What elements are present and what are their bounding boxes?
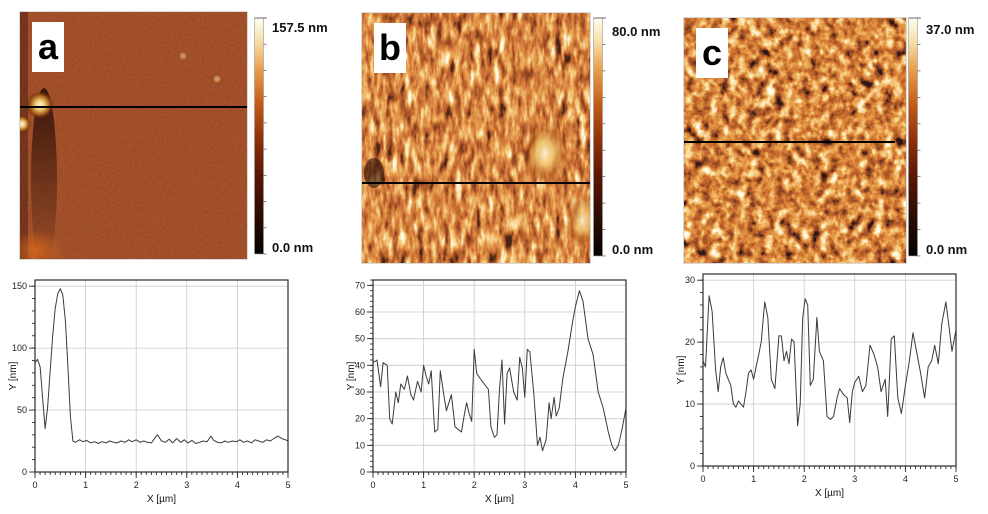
scan-line-a: [20, 105, 247, 108]
x-axis-label: X [µm]: [485, 494, 514, 505]
svg-text:0: 0: [32, 480, 37, 490]
colorbar-scale-b: [593, 17, 606, 257]
svg-text:0: 0: [360, 467, 365, 477]
colorbar-min-label-c: 0.0 nm: [926, 242, 968, 257]
svg-text:40: 40: [355, 360, 365, 370]
height-profile-plot-b: 0 1 2 3 4 5 0 10 20 30 40 50 60 70 X [µm] Y [nm]: [346, 272, 638, 512]
afm-topography-b: [362, 13, 590, 263]
svg-text:0: 0: [22, 467, 27, 477]
profile-series: [34, 288, 289, 444]
gridlines: [373, 280, 626, 472]
profile-chart: 0 1 2 3 4 5 0 10 20 30 X [µm] Y [nm]: [676, 273, 959, 499]
afm-image-c: c: [684, 18, 906, 263]
svg-text:1: 1: [751, 474, 756, 484]
svg-text:2: 2: [472, 480, 477, 490]
svg-text:4: 4: [903, 474, 908, 484]
afm-image-b: b: [362, 13, 590, 263]
svg-text:150: 150: [12, 281, 27, 291]
svg-text:30: 30: [355, 387, 365, 397]
profile-series: [702, 295, 957, 427]
colorbar-min-label-b: 0.0 nm: [612, 242, 654, 257]
axis-ticks: [367, 279, 627, 478]
svg-text:5: 5: [953, 474, 958, 484]
colorbar-scale-c: [908, 17, 921, 257]
colorbar-max-label-a: 157.5 nm: [272, 20, 328, 35]
afm-image-a: a: [20, 12, 247, 259]
svg-text:0: 0: [690, 461, 695, 471]
colorbar-max-label-b: 80.0 nm: [612, 24, 661, 39]
colorbar-b: [593, 16, 607, 258]
colorbar-min-label-a: 0.0 nm: [272, 240, 314, 255]
svg-text:0: 0: [370, 480, 375, 490]
svg-text:20: 20: [685, 337, 695, 347]
y-axis-label: Y [nm]: [676, 355, 687, 384]
svg-text:50: 50: [355, 334, 365, 344]
y-axis-label: Y [nm]: [8, 361, 19, 390]
panel-letter-c: c: [701, 32, 723, 73]
panel-letter-b: b: [379, 27, 401, 68]
x-axis-label: X [µm]: [815, 488, 844, 499]
svg-text:20: 20: [355, 414, 365, 424]
svg-text:2: 2: [134, 480, 139, 490]
svg-text:1: 1: [83, 480, 88, 490]
gridlines: [703, 274, 956, 466]
tick-labels: 0 1 2 3 4 5 0 10 20 30: [685, 275, 959, 484]
panel-letter-a: a: [37, 26, 59, 67]
svg-text:4: 4: [573, 480, 578, 490]
height-profile-plot-a: 0 1 2 3 4 5 0 50 100 150 X [µm] Y [nm]: [8, 272, 300, 512]
svg-text:3: 3: [522, 480, 527, 490]
scan-line-b: [362, 181, 590, 184]
panel-label-a: a: [32, 22, 64, 72]
svg-text:70: 70: [355, 280, 365, 290]
plot-frame: [372, 279, 627, 473]
plot-frame: [702, 273, 957, 467]
svg-text:3: 3: [852, 474, 857, 484]
colorbar-scale-a: [254, 17, 267, 255]
svg-text:50: 50: [17, 405, 27, 415]
svg-text:1: 1: [421, 480, 426, 490]
gridlines: [35, 280, 288, 472]
panel-label-b: b: [374, 23, 406, 73]
y-axis-label: Y [nm]: [346, 361, 357, 390]
svg-text:100: 100: [12, 343, 27, 353]
colorbar-max-label-c: 37.0 nm: [926, 22, 975, 37]
axis-ticks: [697, 279, 957, 472]
svg-text:10: 10: [685, 399, 695, 409]
profile-series: [372, 290, 627, 452]
panel-label-c: c: [696, 28, 728, 78]
svg-text:4: 4: [235, 480, 240, 490]
colorbar-c: [908, 16, 922, 258]
svg-text:0: 0: [700, 474, 705, 484]
svg-text:5: 5: [285, 480, 290, 490]
axis-ticks: [29, 285, 289, 478]
colorbar-a: [254, 16, 268, 256]
svg-text:3: 3: [184, 480, 189, 490]
svg-text:2: 2: [802, 474, 807, 484]
x-axis-label: X [µm]: [147, 494, 176, 505]
svg-text:30: 30: [685, 275, 695, 285]
svg-text:60: 60: [355, 307, 365, 317]
scan-line-c: [684, 140, 895, 143]
plot-frame: [34, 279, 289, 473]
svg-text:5: 5: [623, 480, 628, 490]
height-profile-plot-c: 0 1 2 3 4 5 0 10 20 30 X [µm] Y [nm]: [676, 266, 968, 506]
svg-text:10: 10: [355, 440, 365, 450]
